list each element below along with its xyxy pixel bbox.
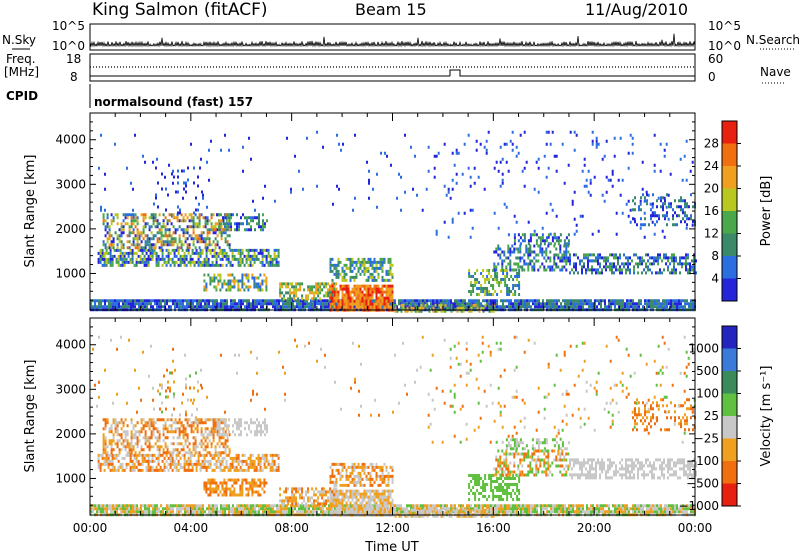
beam-title: Beam 15 — [355, 0, 427, 19]
colorbar-swatch — [722, 394, 737, 417]
colorbar-swatch — [722, 461, 737, 484]
range-tick-label: 4000 — [55, 133, 86, 147]
range-tick-label: 4000 — [55, 338, 86, 352]
range-tick-label: 1000 — [55, 471, 86, 485]
station-title: King Salmon (fitACF) — [92, 0, 268, 20]
colorbar-swatch — [722, 484, 737, 507]
velocity-panel: 1000 2000 3000 4000 00:00 04:00 08:00 12:00 16:0… — [23, 318, 774, 554]
noise-trace — [90, 34, 695, 46]
range-tick-label: 2000 — [55, 427, 86, 441]
velocity-colorbar-tick: −1000 — [678, 499, 719, 513]
time-axis-label: Time UT — [364, 540, 418, 554]
power-ylabel: Slant Range [km] — [23, 155, 38, 268]
frequency-trace — [90, 67, 695, 76]
freq-left-label-2: [MHz] — [4, 65, 39, 79]
scatter-cells — [94, 336, 696, 506]
cpid-label: CPID — [6, 89, 38, 103]
velocity-colorbar-tick: 100 — [696, 387, 719, 401]
power-colorbar-label: Power [dB] — [759, 176, 774, 247]
noise-right-tick-bottom: 10^0 — [708, 39, 741, 53]
colorbar-swatch — [722, 349, 737, 372]
range-tick-label: 1000 — [55, 266, 86, 280]
colorbar-swatch — [722, 189, 737, 212]
velocity-colorbar-label: Velocity [m s⁻¹] — [759, 366, 774, 467]
radar-summary-figure: King Salmon (fitACF) Beam 15 11/Aug/2010… — [0, 0, 800, 554]
power-colorbar-tick: 20 — [704, 182, 719, 196]
power-scatter — [90, 131, 697, 313]
velocity-colorbar-tick: 500 — [696, 364, 719, 378]
freq-right-label: Nave — [760, 65, 791, 79]
freq-right-tick-bottom: 0 — [708, 70, 716, 84]
cpid-text: normalsound (fast) 157 — [94, 95, 253, 109]
colorbar-swatch — [722, 211, 737, 234]
cpid-panel: CPID normalsound (fast) 157 — [6, 84, 253, 109]
velocity-scatter — [90, 336, 697, 518]
colorbar-swatch — [722, 144, 737, 167]
colorbar-swatch — [722, 121, 737, 144]
time-tick-label: 08:00 — [274, 521, 309, 535]
velocity-ylabel: Slant Range [km] — [23, 360, 38, 473]
velocity-colorbar-tick: −25 — [694, 432, 719, 446]
power-panel: 1000 2000 3000 4000 Slant Range [km] 4 8 12 16… — [23, 113, 774, 313]
noise-right-label: N.Search — [746, 33, 800, 47]
colorbar-swatch — [722, 326, 737, 349]
power-colorbar-tick: 16 — [704, 204, 719, 218]
time-tick-label: 00:00 — [73, 521, 108, 535]
scatter-cells — [90, 336, 696, 518]
range-tick-label: 3000 — [55, 177, 86, 191]
noise-right-tick-top: 10^5 — [708, 19, 741, 33]
frequency-panel: Freq. [MHz] 18 8 60 0 Nave — [4, 52, 791, 84]
freq-right-tick-top: 60 — [708, 52, 723, 66]
velocity-colorbar-tick: −500 — [686, 477, 719, 491]
power-colorbar-tick: 8 — [711, 249, 719, 263]
power-colorbar-tick: 28 — [704, 137, 719, 151]
time-tick-label: 04:00 — [174, 521, 209, 535]
power-colorbar-tick: 24 — [704, 159, 719, 173]
velocity-colorbar-tick: 25 — [704, 409, 719, 423]
colorbar-swatch — [722, 279, 737, 302]
freq-left-label-1: Freq. — [6, 52, 36, 66]
power-colorbar-tick: 4 — [711, 272, 719, 286]
noise-left-tick-top: 10^5 — [52, 19, 85, 33]
freq-left-tick-top: 18 — [66, 52, 81, 66]
date-title: 11/Aug/2010 — [585, 0, 688, 19]
noise-left-label: N.Sky — [2, 33, 36, 47]
colorbar-swatch — [722, 439, 737, 462]
velocity-colorbar-tick: −100 — [686, 454, 719, 468]
time-tick-label: 00:00 — [678, 521, 713, 535]
range-tick-label: 2000 — [55, 222, 86, 236]
freq-left-tick-bottom: 8 — [70, 70, 78, 84]
time-tick-label: 16:00 — [476, 521, 511, 535]
colorbar-swatch — [722, 256, 737, 279]
velocity-colorbar-tick: 1000 — [688, 342, 719, 356]
power-colorbar-tick: 12 — [704, 227, 719, 241]
colorbar-swatch — [722, 416, 737, 439]
noise-left-tick-bottom: 10^0 — [52, 39, 85, 53]
colorbar-swatch — [722, 371, 737, 394]
noise-panel: N.Sky 10^5 10^0 10^5 10^0 N.Search — [2, 19, 800, 53]
colorbar-swatch — [722, 234, 737, 257]
colorbar-swatch — [722, 166, 737, 189]
power-colorbar: 4 8 12 16 20 24 28 — [704, 121, 741, 301]
time-tick-label: 12:00 — [375, 521, 410, 535]
time-tick-label: 20:00 — [577, 521, 612, 535]
range-tick-label: 3000 — [55, 382, 86, 396]
